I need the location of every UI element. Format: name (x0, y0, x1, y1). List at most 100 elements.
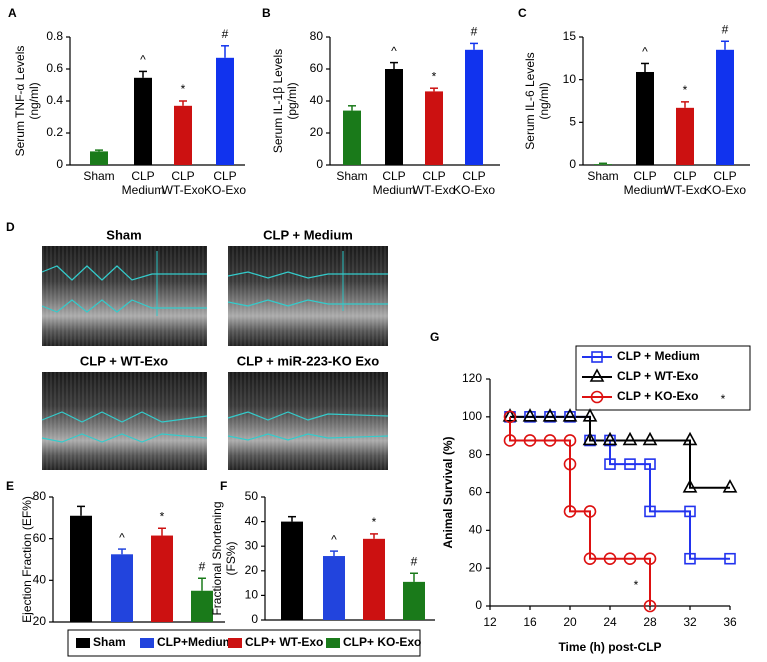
y-tick-label: 100 (462, 409, 482, 423)
legend-label: CLP + Medium (617, 349, 700, 363)
y-axis-label: Serum IL-1β Levels (271, 49, 285, 153)
annotation: * (634, 578, 639, 592)
y-tick-label: 40 (245, 514, 259, 528)
y-tick-label: 0.2 (46, 125, 63, 139)
marker (684, 552, 696, 565)
bar (363, 538, 385, 620)
y-tick-label: 0 (316, 157, 323, 171)
y-tick-label: 50 (245, 489, 259, 503)
legend-label: CLP+ WT-Exo (245, 635, 323, 649)
echo-image (227, 372, 389, 470)
marker (591, 351, 603, 363)
y-tick-label: 15 (563, 29, 577, 43)
bar (385, 69, 403, 165)
y-tick-label: 40 (33, 573, 47, 587)
marker (583, 552, 597, 566)
x-tick-label: Medium (373, 183, 416, 197)
marker (624, 458, 636, 470)
x-tick-label: 16 (523, 615, 537, 629)
significance-mark: ^ (642, 45, 648, 59)
marker (682, 479, 698, 493)
y-axis-label: Serum IL-6 Levels (523, 52, 537, 149)
panel-label: B (262, 6, 271, 20)
marker (524, 411, 536, 423)
marker (589, 368, 605, 382)
x-tick-label: Medium (122, 183, 165, 197)
x-tick-label: 20 (563, 615, 577, 629)
bar (174, 105, 192, 165)
marker (523, 434, 537, 447)
y-tick-label: 20 (33, 614, 47, 628)
marker (722, 479, 738, 493)
marker (542, 408, 558, 422)
x-axis-label: Time (h) post-CLP (558, 640, 661, 654)
x-tick-label: 32 (683, 615, 697, 629)
marker (642, 431, 658, 446)
bar (151, 535, 173, 622)
panel-label: A (8, 6, 17, 20)
y-tick-label: 0.4 (46, 93, 63, 107)
y-axis-label: Serum TNF-α Levels (13, 46, 27, 157)
bar (594, 164, 612, 165)
marker (604, 458, 616, 470)
marker (583, 505, 597, 518)
y-axis-label: (ng/ml) (537, 82, 551, 119)
echo-image (41, 372, 208, 470)
x-tick-label: CLP (382, 169, 405, 183)
y-tick-label: 80 (469, 447, 483, 461)
y-tick-label: 10 (563, 72, 577, 86)
marker (563, 505, 577, 518)
legend-swatch (140, 638, 154, 648)
echo-title: Sham (106, 227, 141, 242)
significance-mark: ^ (391, 44, 397, 58)
marker (503, 410, 517, 424)
marker (502, 408, 518, 422)
y-axis-label: (ng/ml) (27, 82, 41, 119)
marker (684, 505, 696, 518)
marker (564, 411, 576, 423)
panel-label: D (6, 220, 15, 234)
legend-swatch (76, 638, 90, 648)
y-axis-label: Animal Survival (%) (441, 436, 455, 548)
x-tick-label: CLP (171, 169, 194, 183)
significance-mark: * (160, 509, 165, 523)
marker (503, 434, 517, 447)
panel-label: E (6, 479, 14, 493)
bar (281, 521, 303, 620)
y-tick-label: 20 (310, 125, 324, 139)
legend-label: CLP + WT-Exo (617, 369, 698, 383)
bar (676, 107, 694, 165)
marker (582, 408, 598, 422)
survival-line (510, 415, 730, 489)
significance-mark: * (181, 82, 186, 96)
x-tick-label: 28 (643, 615, 657, 629)
echo-image (227, 246, 388, 346)
y-tick-label: 20 (245, 563, 259, 577)
y-tick-label: 40 (469, 523, 483, 537)
marker (643, 599, 657, 613)
x-tick-label: CLP (422, 169, 445, 183)
echo-title: CLP + Medium (263, 227, 353, 242)
y-tick-label: 60 (469, 485, 483, 499)
y-axis-label: (FS%) (224, 542, 238, 576)
x-tick-label: CLP (462, 169, 485, 183)
significance-mark: # (411, 554, 418, 568)
significance-mark: * (432, 69, 437, 83)
bar (216, 57, 234, 165)
significance-mark: * (683, 83, 688, 97)
bar (636, 71, 654, 165)
annotation: * (721, 392, 726, 406)
y-tick-label: 0 (56, 157, 63, 171)
panel-label: G (430, 330, 439, 344)
marker (562, 408, 578, 422)
y-tick-label: 120 (462, 371, 482, 385)
echo-title: CLP + miR-223-KO Exo (237, 353, 380, 368)
bar (191, 590, 213, 622)
bar (425, 91, 443, 165)
x-tick-label: KO-Exo (453, 183, 495, 197)
echo-images: Sham CLP + Medium CLP + WT-Exo CLP + miR… (41, 227, 389, 470)
marker (623, 552, 637, 566)
marker (590, 390, 604, 404)
y-tick-label: 0 (475, 598, 482, 612)
bar (134, 77, 152, 165)
